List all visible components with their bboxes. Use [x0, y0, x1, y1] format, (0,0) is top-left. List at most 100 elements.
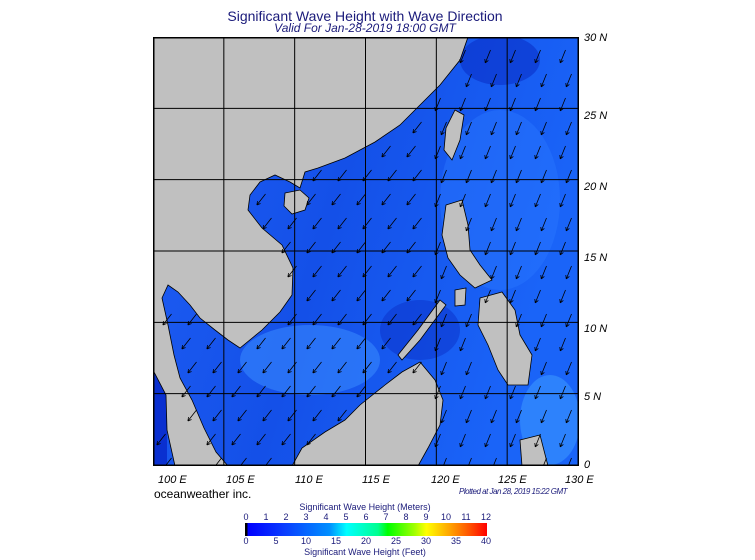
wave-direction-arrow: [534, 145, 541, 160]
wave-direction-arrow: [509, 49, 516, 64]
colorbar-feet-tick: 40: [480, 536, 492, 546]
colorbar-meter-tick: 8: [403, 512, 409, 522]
lon-label: 115 E: [362, 474, 390, 486]
wave-direction-arrow: [540, 409, 547, 424]
lat-label: 20 N: [584, 181, 608, 193]
wave-direction-arrow: [387, 313, 397, 326]
wave-direction-arrow: [534, 433, 541, 448]
wave-direction-arrow: [337, 361, 347, 374]
colorbar-feet-tick: 0: [243, 536, 249, 546]
wave-direction-arrow: [412, 121, 422, 134]
wave-direction-arrow: [534, 241, 541, 256]
lon-label: 110 E: [295, 474, 323, 486]
wave-direction-arrow: [362, 265, 372, 278]
wave-direction-arrow: [509, 433, 516, 448]
colorbar-meter-tick: 9: [423, 512, 429, 522]
wave-direction-arrow: [490, 73, 497, 88]
wave-direction-arrow: [515, 217, 522, 232]
wave-direction-arrow: [434, 433, 441, 448]
wave-direction-arrow: [459, 385, 466, 400]
wave-direction-arrow: [237, 361, 247, 374]
wave-direction-arrow: [565, 217, 572, 232]
lat-label: 15 N: [584, 252, 608, 264]
wave-direction-arrow: [187, 361, 197, 374]
wave-direction-arrow: [337, 169, 347, 182]
wave-direction-arrow: [356, 241, 366, 254]
wave-direction-arrow: [381, 145, 391, 158]
wave-direction-arrow: [287, 265, 297, 278]
wave-direction-arrow: [312, 313, 322, 326]
wave-direction-arrow: [281, 337, 291, 350]
colorbar-feet-tick: 10: [300, 536, 312, 546]
wave-direction-arrow: [440, 409, 447, 424]
wave-direction-arrow: [281, 433, 291, 446]
land-visayas-mindanao: [477, 291, 533, 386]
wave-direction-arrow: [490, 169, 497, 184]
wave-direction-arrow: [356, 337, 366, 350]
wave-direction-arrow: [381, 193, 391, 206]
wave-direction-arrow: [312, 361, 322, 374]
wave-direction-arrow: [387, 217, 397, 230]
colorbar-feet-tick: 15: [330, 536, 342, 546]
wave-direction-arrow: [540, 313, 547, 328]
lat-label: 25 N: [584, 110, 608, 122]
lat-label: 30 N: [584, 32, 608, 44]
wave-direction-arrow: [434, 193, 441, 208]
wave-direction-arrow: [281, 385, 291, 398]
wave-direction-arrow: [490, 409, 497, 424]
wave-direction-arrow: [440, 313, 447, 328]
wave-direction-arrow: [534, 385, 541, 400]
wave-direction-arrow: [484, 289, 491, 304]
wave-direction-arrow: [231, 385, 241, 398]
wave-direction-arrow: [559, 385, 566, 400]
lon-label: 130 E: [565, 474, 594, 486]
wave-direction-arrow: [262, 217, 272, 230]
wave-direction-arrow: [256, 385, 266, 398]
wave-direction-arrow: [442, 457, 447, 466]
wave-direction-arrow: [306, 433, 316, 446]
wave-direction-arrow: [434, 145, 441, 160]
wave-direction-arrow: [565, 265, 572, 280]
wave-direction-arrow: [412, 217, 422, 230]
wave-direction-arrow: [406, 289, 416, 302]
wave-direction-arrow: [565, 361, 572, 376]
colorbar-feet-title: Significant Wave Height (Feet): [304, 547, 426, 557]
wave-direction-arrow: [540, 73, 547, 88]
wave-direction-arrow: [187, 313, 197, 326]
land-sulawesi: [519, 434, 549, 466]
wave-direction-arrow: [484, 193, 491, 208]
chart-title: Significant Wave Height with Wave Direct…: [227, 8, 503, 24]
ocean-swell-patch: [240, 325, 380, 395]
wave-direction-arrow: [465, 409, 472, 424]
wave-direction-arrow: [337, 265, 347, 278]
wave-direction-arrow: [381, 289, 391, 302]
wave-direction-arrow: [559, 193, 566, 208]
land-mindoro: [454, 287, 467, 307]
wave-direction-arrow: [356, 193, 366, 206]
wave-direction-arrow: [565, 313, 572, 328]
wave-direction-arrow: [565, 169, 572, 184]
lat-label: 5 N: [584, 391, 602, 403]
lon-label: 105 E: [226, 474, 255, 486]
credit: oceanweather inc.: [154, 487, 252, 501]
wave-direction-arrow: [534, 193, 541, 208]
wave-direction-arrow: [440, 121, 447, 136]
lat-label: 10 N: [584, 323, 608, 335]
wave-direction-arrow: [509, 193, 516, 208]
wave-direction-arrow: [534, 289, 541, 304]
wave-direction-arrow: [434, 337, 441, 352]
wave-direction-arrow: [331, 241, 341, 254]
colorbar-meter-tick: 4: [323, 512, 329, 522]
wave-direction-arrow: [162, 313, 172, 326]
wave-direction-arrow: [559, 49, 566, 64]
wave-direction-arrow: [434, 97, 441, 112]
wave-direction-arrow: [331, 289, 341, 302]
land-taiwan: [443, 109, 465, 161]
wave-direction-arrow: [406, 241, 416, 254]
wave-direction-arrow: [256, 433, 266, 446]
wave-direction-arrow: [465, 217, 472, 232]
wave-direction-arrow: [156, 433, 166, 446]
wave-direction-arrow: [559, 289, 566, 304]
lon-label: 125 E: [498, 474, 527, 486]
wave-direction-arrow: [465, 169, 472, 184]
